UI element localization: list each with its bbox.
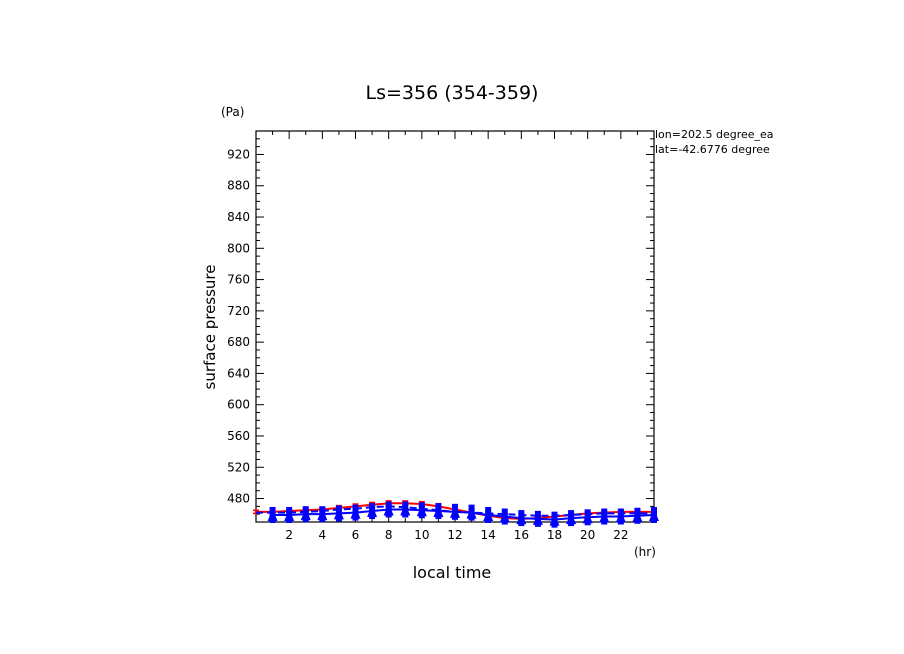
data-point-bar-blue-solid (485, 506, 492, 523)
data-point-bar-blue-solid (518, 510, 525, 527)
chart-title: Ls=356 (354-359) (366, 82, 539, 104)
data-point-bar-blue-solid (501, 508, 508, 525)
y-tick-label: 840 (227, 210, 250, 224)
series-group (253, 500, 659, 528)
x-tick-label: 22 (613, 528, 628, 542)
x-tick-label: 16 (514, 528, 529, 542)
y-tick-label: 800 (227, 241, 250, 255)
y-tick-label: 480 (227, 492, 250, 506)
data-point-bar-blue-solid (551, 511, 558, 528)
x-unit-label: (hr) (634, 545, 656, 559)
data-point-bar-blue-solid (402, 501, 409, 518)
y-tick-label: 720 (227, 304, 250, 318)
data-point-bar-blue-solid (584, 509, 591, 526)
y-tick-label: 760 (227, 273, 250, 287)
x-tick-label: 2 (285, 528, 293, 542)
data-point-bar-blue-solid (418, 502, 425, 519)
data-point-bar-blue-solid (617, 508, 624, 525)
axis-ticks: 2 4 6 8 10 12 14 16 18 20 22 480 520 560 600 640 680 720 7… (227, 131, 654, 542)
x-tick-label: 8 (385, 528, 393, 542)
data-point-bar-blue-solid (385, 501, 392, 518)
data-point-bar-blue-solid (452, 503, 458, 520)
data-point-bar-blue-solid (601, 508, 608, 525)
plot-frame (255, 130, 655, 523)
y-axis-label: surface pressure (201, 265, 219, 390)
data-point-bar-blue-solid (435, 503, 442, 520)
data-point-bar-blue-solid (568, 510, 575, 527)
y-tick-label: 920 (227, 147, 250, 161)
y-tick-label: 880 (227, 179, 250, 193)
x-tick-label: 6 (352, 528, 360, 542)
data-point-bar-blue-solid (634, 507, 641, 524)
x-axis-label: local time (413, 563, 492, 582)
annotation-lon: lon=202.5 degree_ea (655, 128, 774, 141)
x-tick-label: 14 (481, 528, 496, 542)
y-tick-label: 680 (227, 335, 250, 349)
x-tick-label: 4 (319, 528, 327, 542)
y-tick-label: 560 (227, 429, 250, 443)
x-tick-label: 18 (547, 528, 562, 542)
data-point-bar-blue-solid (352, 504, 359, 521)
data-point-bar-blue-solid (319, 506, 326, 523)
data-point-bar-blue-solid (286, 506, 293, 523)
y-tick-label: 640 (227, 366, 250, 380)
data-point-bar-blue-solid (651, 506, 657, 523)
data-point-bar-blue-solid (468, 504, 475, 521)
data-point-bar-blue-solid (369, 503, 376, 520)
x-tick-label: 10 (414, 528, 429, 542)
y-tick-label: 600 (227, 398, 250, 412)
y-unit-label: (Pa) (221, 105, 244, 119)
data-point-bar-blue-solid (269, 506, 276, 523)
data-point-bar-blue-solid (302, 506, 309, 523)
x-tick-label: 20 (580, 528, 595, 542)
y-tick-label: 520 (227, 460, 250, 474)
x-tick-label: 12 (447, 528, 462, 542)
data-point-bar-blue-solid (335, 505, 342, 522)
data-point-bar-blue-solid (534, 510, 541, 527)
annotation-lat: lat=-42.6776 degree (655, 143, 770, 156)
